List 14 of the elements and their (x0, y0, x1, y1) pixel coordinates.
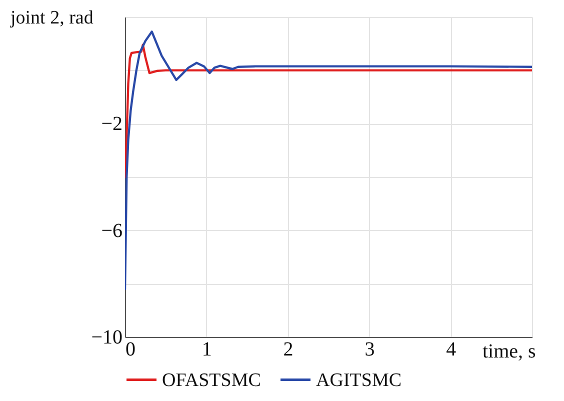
x-tick-label: 0 (126, 338, 136, 360)
line-series (125, 44, 532, 178)
y-tick-label: −2 (101, 113, 122, 136)
x-tick-label: 4 (446, 338, 456, 360)
y-tick-label: −6 (101, 220, 122, 242)
y-axis-title: joint 2, rad (10, 8, 94, 28)
line-series (125, 30, 532, 290)
y-tick-label: −10 (91, 326, 122, 348)
x-tick-label: 1 (202, 338, 212, 360)
x-axis-title: time, s (482, 340, 536, 362)
legend-label: AGITSMC (316, 370, 402, 391)
x-tick-label: 2 (283, 338, 294, 360)
x-tick-label: 3 (364, 338, 375, 360)
legend-label: OFASTSMC (162, 370, 261, 391)
